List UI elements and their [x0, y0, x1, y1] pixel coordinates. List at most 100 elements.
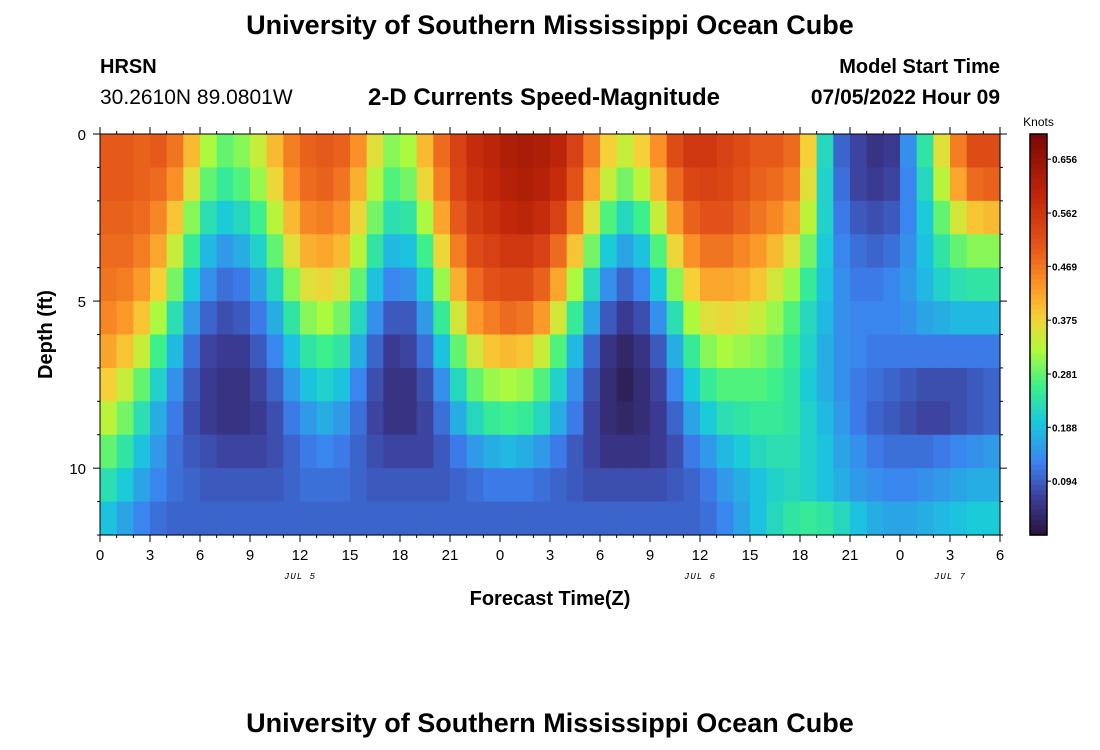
heatmap-cell [616, 501, 634, 536]
heatmap-cell [783, 434, 801, 469]
colorbar-segment [1030, 214, 1047, 220]
heatmap-cell [683, 234, 701, 269]
heatmap-cell [916, 334, 934, 369]
heatmap-cell [633, 334, 651, 369]
heatmap-cell [283, 401, 301, 436]
heatmap-cell [583, 334, 601, 369]
x-tick-label: 18 [392, 547, 409, 564]
heatmap-cell [333, 401, 351, 436]
heatmap-cell [350, 401, 368, 436]
x-tick-label: 12 [692, 547, 709, 564]
heatmap-cell [333, 234, 351, 269]
colorbar-segment [1030, 369, 1047, 376]
heatmap-cell [400, 401, 418, 436]
colorbar-segment [1030, 504, 1047, 511]
heatmap-cell [816, 367, 834, 402]
heatmap-cell [433, 134, 451, 169]
heatmap-cell [850, 267, 868, 302]
heatmap-cell [533, 367, 551, 402]
colorbar-segment [1030, 364, 1047, 371]
colorbar-segment [1030, 444, 1047, 451]
heatmap-cell [883, 267, 901, 302]
heatmap-cell [516, 401, 534, 436]
colorbar-segment [1030, 454, 1047, 461]
heatmap-cell [583, 367, 601, 402]
heatmap-cell [100, 167, 118, 202]
chart-title: University of Southern Mississippi Ocean… [246, 10, 854, 40]
heatmap-cell [366, 167, 384, 202]
heatmap-cell [600, 367, 618, 402]
heatmap-cell [350, 501, 368, 536]
heatmap-cell [700, 267, 718, 302]
heatmap-cell [500, 401, 518, 436]
x-tick-label: 0 [896, 547, 904, 564]
heatmap-cell [366, 267, 384, 302]
heatmap-cell [750, 468, 768, 503]
heatmap-cell [800, 501, 818, 536]
heatmap-cell [483, 334, 501, 369]
heatmap-cell [850, 134, 868, 169]
colorbar-segment [1030, 139, 1047, 145]
heatmap-cell [933, 267, 951, 302]
heatmap-cell [466, 167, 484, 202]
heatmap-cell [366, 468, 384, 503]
colorbar-segment [1030, 509, 1047, 516]
heatmap-cell [150, 234, 168, 269]
heatmap-cell [166, 301, 184, 336]
heatmap-cell [900, 234, 918, 269]
colorbar-segment [1030, 224, 1047, 230]
heatmap-cell [983, 334, 1001, 369]
heatmap-cell [400, 267, 418, 302]
heatmap-cell [616, 200, 634, 235]
heatmap-cell [583, 401, 601, 436]
heatmap-cell [700, 501, 718, 536]
heatmap-cell [316, 334, 334, 369]
heatmap-cell [750, 401, 768, 436]
heatmap-cell [666, 434, 684, 469]
heatmap-cell [683, 401, 701, 436]
heatmap-cell [433, 434, 451, 469]
heatmap-cell [966, 367, 984, 402]
heatmap-cell [150, 301, 168, 336]
heatmap-cell [400, 134, 418, 169]
heatmap-cell [383, 134, 401, 169]
heatmap-cell [333, 167, 351, 202]
colorbar-segment [1030, 179, 1047, 185]
heatmap-cell [683, 301, 701, 336]
heatmap-cell [500, 234, 518, 269]
heatmap-cell [700, 134, 718, 169]
heatmap-cell [850, 401, 868, 436]
heatmap-cell [166, 134, 184, 169]
heatmap-cell [700, 301, 718, 336]
heatmap-cell [566, 200, 584, 235]
heatmap-cell [833, 501, 851, 536]
heatmap-cell [816, 267, 834, 302]
heatmap-cell [933, 434, 951, 469]
heatmap-cell [866, 334, 884, 369]
heatmap-cell [766, 367, 784, 402]
heatmap-cell [166, 434, 184, 469]
heatmap-cell [416, 134, 434, 169]
heatmap-cell [816, 234, 834, 269]
y-tick-label: 5 [78, 294, 86, 311]
heatmap-cell [483, 167, 501, 202]
heatmap-cell [366, 401, 384, 436]
heatmap-cell [783, 267, 801, 302]
heatmap-cell [233, 401, 251, 436]
heatmap-cell [716, 134, 734, 169]
heatmap-cell [983, 134, 1001, 169]
heatmap-cell [933, 234, 951, 269]
heatmap-cell [533, 234, 551, 269]
heatmap-cell [666, 267, 684, 302]
colorbar-segment [1030, 189, 1047, 195]
heatmap-cell [133, 200, 151, 235]
heatmap-cell [966, 434, 984, 469]
heatmap-cell [866, 267, 884, 302]
heatmap-cell [966, 234, 984, 269]
heatmap-cell [266, 301, 284, 336]
colorbar-segment [1030, 449, 1047, 456]
colorbar [1030, 134, 1047, 536]
heatmap-cell [200, 167, 218, 202]
x-tick-label: 15 [742, 547, 759, 564]
heatmap-cell [833, 468, 851, 503]
